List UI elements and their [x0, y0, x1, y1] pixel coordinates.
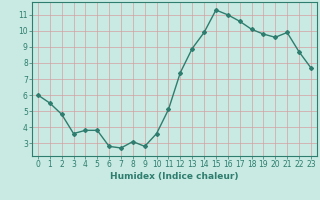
- X-axis label: Humidex (Indice chaleur): Humidex (Indice chaleur): [110, 172, 239, 181]
